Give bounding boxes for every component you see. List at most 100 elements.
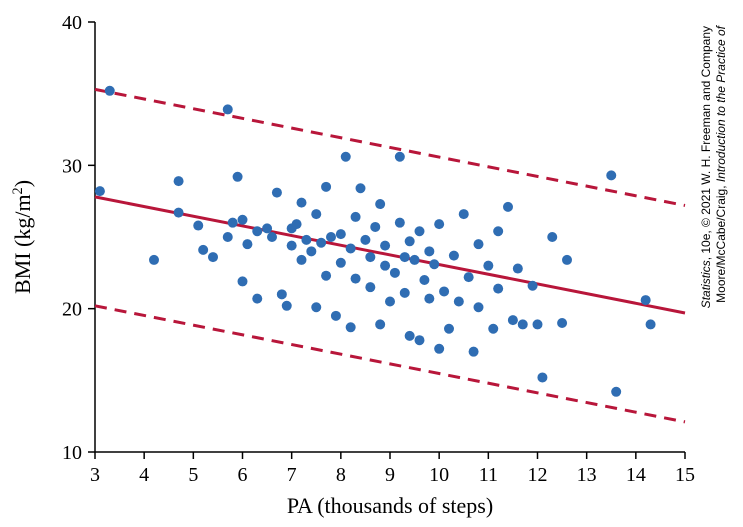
- x-tick-label: 6: [238, 464, 248, 486]
- data-point: [469, 347, 479, 357]
- data-point: [365, 282, 375, 292]
- data-point: [434, 344, 444, 354]
- credit-line-1: Moore/McCabe/Craig, Introduction to the …: [714, 24, 728, 302]
- data-point: [336, 229, 346, 239]
- data-point: [390, 268, 400, 278]
- data-point: [326, 232, 336, 242]
- y-tick-label: 40: [62, 12, 82, 34]
- data-point: [557, 318, 567, 328]
- data-point: [301, 235, 311, 245]
- data-point: [321, 271, 331, 281]
- data-point: [336, 258, 346, 268]
- data-point: [533, 319, 543, 329]
- y-axis-label: BMI (kg/m2): [10, 180, 35, 294]
- data-point: [562, 255, 572, 265]
- regression-line: [95, 197, 685, 313]
- data-point: [434, 219, 444, 229]
- data-point: [365, 252, 375, 262]
- lower-band-line: [95, 306, 685, 422]
- data-point: [380, 241, 390, 251]
- upper-band-line: [95, 89, 685, 205]
- data-point: [356, 183, 366, 193]
- data-point: [370, 222, 380, 232]
- y-tick-label: 30: [62, 155, 82, 177]
- data-point: [306, 246, 316, 256]
- data-point: [537, 372, 547, 382]
- data-point: [405, 331, 415, 341]
- scatter-chart: 345678910111213141510203040PA (thousands…: [0, 0, 743, 527]
- y-tick-label: 20: [62, 299, 82, 321]
- x-axis-label: PA (thousands of steps): [287, 493, 493, 518]
- data-point: [272, 188, 282, 198]
- data-point: [424, 246, 434, 256]
- data-point: [208, 252, 218, 262]
- data-point: [400, 288, 410, 298]
- data-point: [483, 261, 493, 271]
- y-tick-label: 10: [62, 442, 82, 464]
- x-tick-label: 11: [479, 464, 498, 486]
- data-point: [429, 259, 439, 269]
- x-tick-label: 8: [336, 464, 346, 486]
- data-point: [252, 226, 262, 236]
- data-point: [503, 202, 513, 212]
- data-point: [238, 215, 248, 225]
- data-point: [223, 232, 233, 242]
- x-tick-label: 10: [429, 464, 449, 486]
- data-point: [228, 218, 238, 228]
- x-tick-label: 4: [139, 464, 149, 486]
- data-point: [400, 252, 410, 262]
- data-point: [547, 232, 557, 242]
- data-point: [346, 322, 356, 332]
- data-point: [351, 212, 361, 222]
- data-point: [493, 226, 503, 236]
- x-tick-label: 9: [385, 464, 395, 486]
- data-point: [528, 281, 538, 291]
- data-point: [193, 221, 203, 231]
- data-point: [297, 255, 307, 265]
- data-point: [149, 255, 159, 265]
- data-point: [395, 152, 405, 162]
- data-point: [233, 172, 243, 182]
- credit-line-2: Statistics, 10e, © 2021 W. H. Freeman an…: [699, 26, 713, 308]
- data-point: [95, 186, 105, 196]
- data-point: [198, 245, 208, 255]
- data-point: [405, 236, 415, 246]
- data-point: [488, 324, 498, 334]
- data-point: [493, 284, 503, 294]
- data-point: [321, 182, 331, 192]
- data-point: [174, 176, 184, 186]
- data-point: [252, 294, 262, 304]
- x-tick-label: 14: [626, 464, 646, 486]
- data-point: [606, 170, 616, 180]
- data-point: [277, 289, 287, 299]
- data-point: [316, 238, 326, 248]
- data-point: [282, 301, 292, 311]
- data-point: [267, 232, 277, 242]
- data-point: [105, 86, 115, 96]
- data-point: [611, 387, 621, 397]
- data-point: [311, 302, 321, 312]
- x-tick-label: 3: [90, 464, 100, 486]
- data-point: [223, 104, 233, 114]
- x-tick-label: 7: [287, 464, 297, 486]
- data-point: [395, 218, 405, 228]
- data-point: [646, 319, 656, 329]
- data-point: [341, 152, 351, 162]
- data-point: [385, 297, 395, 307]
- data-point: [346, 243, 356, 253]
- data-point: [262, 223, 272, 233]
- axes: [95, 22, 685, 452]
- data-point: [474, 302, 484, 312]
- data-point: [331, 311, 341, 321]
- data-point: [238, 276, 248, 286]
- data-point: [454, 297, 464, 307]
- data-point: [174, 208, 184, 218]
- data-point: [508, 315, 518, 325]
- x-tick-label: 13: [577, 464, 597, 486]
- data-point: [297, 198, 307, 208]
- data-point: [360, 235, 370, 245]
- data-point: [513, 264, 523, 274]
- x-tick-label: 5: [188, 464, 198, 486]
- data-point: [439, 286, 449, 296]
- data-point: [464, 272, 474, 282]
